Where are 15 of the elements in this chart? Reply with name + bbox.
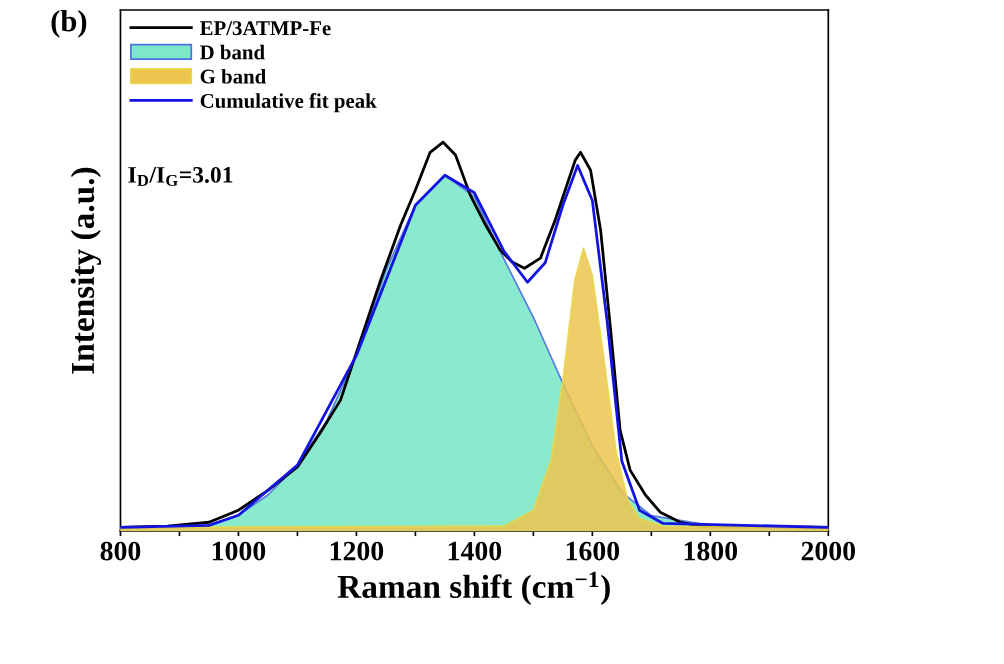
legend-label: Cumulative fit peak	[200, 93, 377, 113]
x-tick-label: 800	[100, 541, 141, 561]
x-tick-label: 1200	[330, 541, 384, 561]
x-tick-label: 1000	[212, 541, 266, 561]
x-tick-label: 1400	[448, 541, 502, 561]
x-tick-label: 1600	[566, 541, 620, 561]
x-axis-title: Raman shift (cm$^{−1}$)	[337, 571, 610, 605]
legend-label: D band	[200, 44, 265, 60]
y-axis-title: Intensity (a.u.)	[70, 167, 102, 374]
x-tick-label: 1800	[684, 541, 738, 561]
legend-label: EP/3ATMP-Fe	[200, 21, 331, 36]
annotation: I$_{D}$/I$_{G}$=3.01	[128, 166, 233, 187]
x-tick-label: 2000	[801, 541, 856, 561]
text: (b)	[51, 9, 87, 38]
legend-label: G band	[200, 68, 266, 84]
